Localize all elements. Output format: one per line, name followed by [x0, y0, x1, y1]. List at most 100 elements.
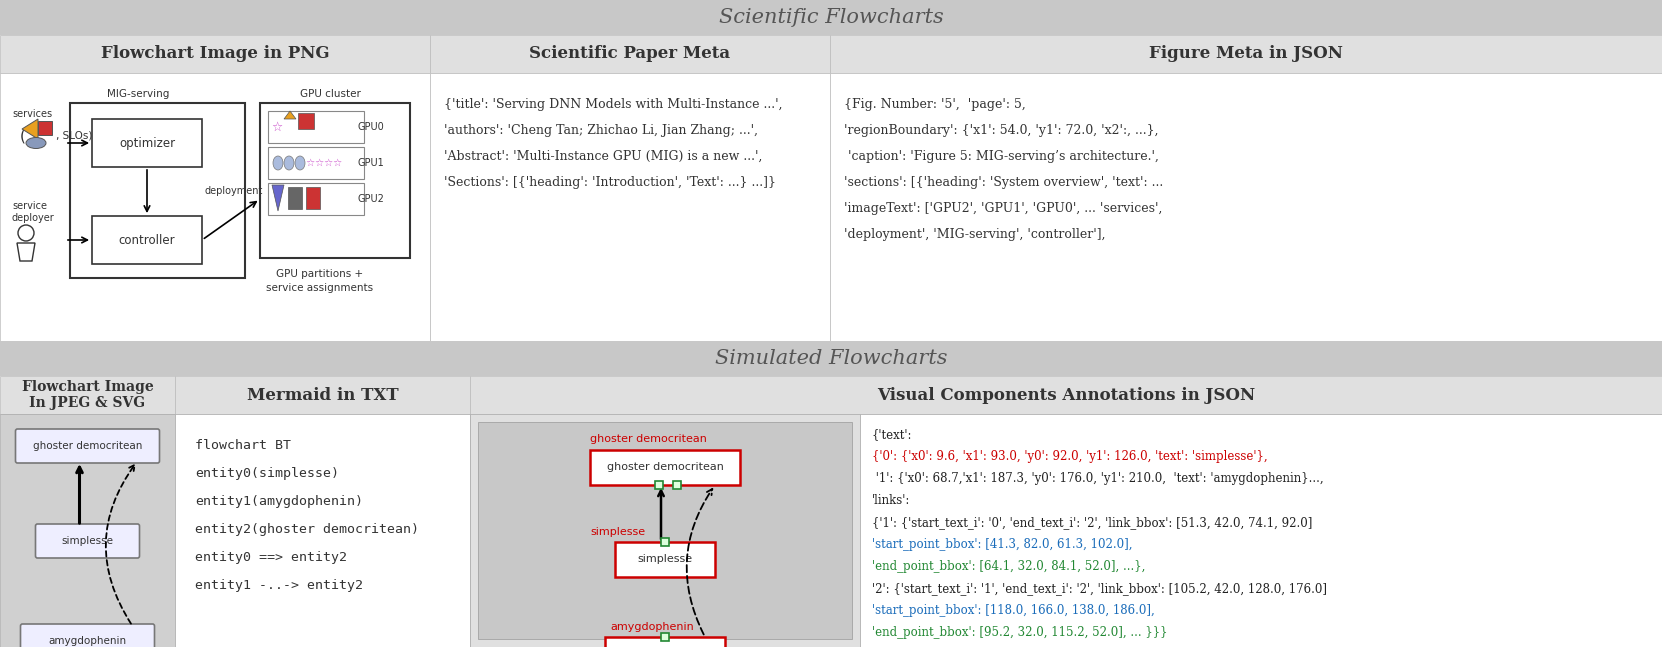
Text: ghoster democritean: ghoster democritean — [33, 441, 143, 451]
Text: '1': {'x0': 68.7,'x1': 187.3, 'y0': 176.0, 'y1': 210.0,  'text': 'amygdophenin}.: '1': {'x0': 68.7,'x1': 187.3, 'y0': 176.… — [873, 472, 1323, 485]
FancyBboxPatch shape — [70, 103, 244, 278]
Ellipse shape — [284, 156, 294, 170]
Text: {'1': {'start_text_i': '0', 'end_text_i': '2', 'link_bbox': [51.3, 42.0, 74.1, 9: {'1': {'start_text_i': '0', 'end_text_i'… — [873, 516, 1313, 529]
Text: Flowchart Image in PNG: Flowchart Image in PNG — [101, 45, 329, 63]
FancyBboxPatch shape — [430, 73, 829, 341]
Ellipse shape — [294, 156, 306, 170]
Text: , SLOs)→: , SLOs)→ — [57, 131, 101, 141]
FancyBboxPatch shape — [859, 414, 1662, 647]
Text: flowchart BT: flowchart BT — [194, 439, 291, 452]
Text: 'end_point_bbox': [95.2, 32.0, 115.2, 52.0], ... }}}: 'end_point_bbox': [95.2, 32.0, 115.2, 52… — [873, 626, 1167, 639]
FancyBboxPatch shape — [288, 187, 302, 209]
Text: service assignments: service assignments — [266, 283, 374, 293]
Text: controller: controller — [118, 234, 175, 247]
Text: Scientific Flowcharts: Scientific Flowcharts — [718, 8, 944, 27]
Text: services: services — [12, 109, 52, 119]
Polygon shape — [273, 185, 284, 211]
Text: entity1 -..-> entity2: entity1 -..-> entity2 — [194, 579, 362, 592]
FancyBboxPatch shape — [0, 341, 1662, 376]
Text: {Fig. Number: '5',  'page': 5,: {Fig. Number: '5', 'page': 5, — [844, 98, 1025, 111]
FancyBboxPatch shape — [605, 637, 725, 647]
FancyBboxPatch shape — [268, 183, 364, 215]
FancyBboxPatch shape — [268, 147, 364, 179]
Text: 'end_point_bbox': [64.1, 32.0, 84.1, 52.0], ...},: 'end_point_bbox': [64.1, 32.0, 84.1, 52.… — [873, 560, 1145, 573]
Ellipse shape — [273, 156, 283, 170]
FancyBboxPatch shape — [15, 429, 160, 463]
FancyBboxPatch shape — [175, 414, 470, 647]
FancyBboxPatch shape — [35, 524, 140, 558]
Polygon shape — [284, 111, 296, 119]
FancyBboxPatch shape — [0, 35, 430, 73]
Text: GPU0: GPU0 — [357, 122, 384, 132]
Text: Simulated Flowcharts: Simulated Flowcharts — [715, 349, 947, 368]
Text: simplesse: simplesse — [61, 536, 113, 546]
Text: entity0 ==> entity2: entity0 ==> entity2 — [194, 551, 347, 564]
Text: ☆: ☆ — [271, 120, 283, 133]
FancyBboxPatch shape — [297, 113, 314, 129]
FancyBboxPatch shape — [259, 103, 411, 258]
Text: 'Sections': [{'heading': 'Introduction', 'Text': ...} ...]}: 'Sections': [{'heading': 'Introduction',… — [444, 176, 776, 189]
Text: '2': {'start_text_i': '1', 'end_text_i': '2', 'link_bbox': [105.2, 42.0, 128.0, : '2': {'start_text_i': '1', 'end_text_i':… — [873, 582, 1326, 595]
FancyBboxPatch shape — [479, 422, 853, 639]
FancyBboxPatch shape — [661, 633, 670, 641]
Text: GPU partitions +: GPU partitions + — [276, 269, 364, 279]
FancyBboxPatch shape — [470, 376, 1662, 414]
Text: entity1(amygdophenin): entity1(amygdophenin) — [194, 495, 362, 508]
FancyBboxPatch shape — [829, 73, 1662, 341]
FancyBboxPatch shape — [470, 414, 859, 647]
FancyBboxPatch shape — [0, 414, 175, 647]
Text: 'regionBoundary': {'x1': 54.0, 'y1': 72.0, 'x2':, ...},: 'regionBoundary': {'x1': 54.0, 'y1': 72.… — [844, 124, 1158, 137]
FancyBboxPatch shape — [0, 376, 175, 414]
Circle shape — [18, 225, 33, 241]
Polygon shape — [22, 119, 38, 139]
FancyBboxPatch shape — [38, 121, 52, 135]
Text: 'Abstract': 'Multi-Instance GPU (MIG) is a new ...',: 'Abstract': 'Multi-Instance GPU (MIG) is… — [444, 150, 763, 163]
Text: 'authors': 'Cheng Tan; Zhichao Li, Jian Zhang; ...',: 'authors': 'Cheng Tan; Zhichao Li, Jian … — [444, 124, 758, 137]
Text: GPU2: GPU2 — [357, 194, 386, 204]
Text: Figure Meta in JSON: Figure Meta in JSON — [1148, 45, 1343, 63]
Text: deployment: deployment — [204, 186, 263, 196]
Text: simplesse: simplesse — [590, 527, 645, 537]
FancyBboxPatch shape — [615, 542, 715, 577]
Text: Mermaid in TXT: Mermaid in TXT — [246, 386, 399, 404]
Text: Visual Components Annotations in JSON: Visual Components Annotations in JSON — [878, 386, 1255, 404]
FancyBboxPatch shape — [306, 187, 321, 209]
FancyBboxPatch shape — [91, 216, 203, 264]
Text: 'start_point_bbox': [118.0, 166.0, 138.0, 186.0],: 'start_point_bbox': [118.0, 166.0, 138.0… — [873, 604, 1155, 617]
FancyBboxPatch shape — [0, 0, 1662, 35]
Text: optimizer: optimizer — [120, 137, 175, 149]
FancyBboxPatch shape — [175, 376, 470, 414]
Text: entity2(ghoster democritean): entity2(ghoster democritean) — [194, 523, 419, 536]
Polygon shape — [17, 243, 35, 261]
Text: service: service — [12, 201, 47, 211]
FancyBboxPatch shape — [661, 538, 670, 546]
Text: ☆: ☆ — [306, 158, 314, 168]
Text: MIG-serving: MIG-serving — [106, 89, 170, 99]
Text: amygdophenin: amygdophenin — [610, 622, 693, 632]
Text: (: ( — [20, 129, 27, 144]
Text: 'caption': 'Figure 5: MIG-serving’s architecture.',: 'caption': 'Figure 5: MIG-serving’s arch… — [844, 150, 1158, 163]
Text: Scientific Paper Meta: Scientific Paper Meta — [530, 45, 731, 63]
FancyBboxPatch shape — [268, 111, 364, 143]
Text: 'links':: 'links': — [873, 494, 911, 507]
FancyBboxPatch shape — [20, 624, 155, 647]
FancyBboxPatch shape — [829, 35, 1662, 73]
Text: ☆: ☆ — [332, 158, 342, 168]
FancyBboxPatch shape — [590, 450, 740, 485]
Text: amygdophenin: amygdophenin — [48, 636, 126, 646]
FancyBboxPatch shape — [430, 35, 829, 73]
Text: entity0(simplesse): entity0(simplesse) — [194, 467, 339, 480]
FancyBboxPatch shape — [655, 481, 663, 489]
Text: Flowchart Image
In JPEG & SVG: Flowchart Image In JPEG & SVG — [22, 380, 153, 410]
Text: {'text':: {'text': — [873, 428, 912, 441]
Text: 'start_point_bbox': [41.3, 82.0, 61.3, 102.0],: 'start_point_bbox': [41.3, 82.0, 61.3, 1… — [873, 538, 1132, 551]
Text: {'0': {'x0': 9.6, 'x1': 93.0, 'y0': 92.0, 'y1': 126.0, 'text': 'simplesse'},: {'0': {'x0': 9.6, 'x1': 93.0, 'y0': 92.0… — [873, 450, 1268, 463]
FancyBboxPatch shape — [673, 481, 681, 489]
FancyBboxPatch shape — [91, 119, 203, 167]
Text: ☆: ☆ — [314, 158, 324, 168]
Ellipse shape — [27, 138, 47, 149]
Text: 'deployment', 'MIG-serving', 'controller'],: 'deployment', 'MIG-serving', 'controller… — [844, 228, 1105, 241]
Text: ghoster democritean: ghoster democritean — [590, 434, 706, 444]
Text: GPU1: GPU1 — [357, 158, 384, 168]
Text: ☆: ☆ — [324, 158, 332, 168]
